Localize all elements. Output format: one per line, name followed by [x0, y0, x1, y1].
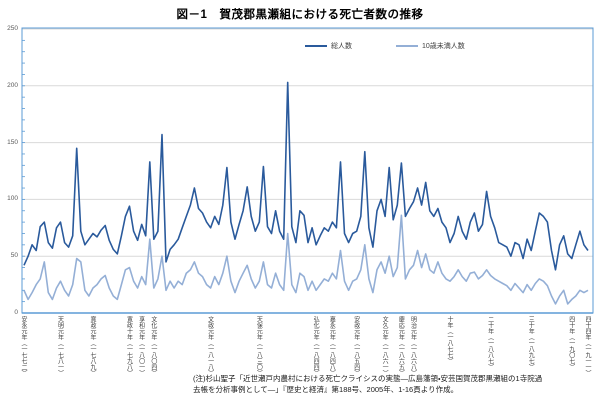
x-tick-label-1848: 嘉永元年（一八四八）	[328, 316, 335, 376]
x-tick-label-1804: 文化元年（一八〇四）	[149, 316, 156, 376]
y-tick-label-200: 200	[7, 81, 18, 89]
y-tick-label-50: 50	[10, 252, 18, 260]
source-note: (注)杉山聖子「近世瀬戸内農村における死亡クライシスの実態―広島藩領・安芸国賀茂…	[193, 373, 597, 396]
x-tick-label-1781: 天明元年（一七八一）	[56, 316, 63, 376]
x-tick-label-1854: 安政元年（一八五四）	[352, 316, 359, 376]
x-tick-label-1897: 三十年（一八九七）	[527, 316, 534, 370]
x-tick-label-1865: 慶応元年（一八六五）	[397, 316, 404, 376]
y-tick-label-150: 150	[7, 138, 18, 146]
x-tick-label-1830: 天保元年（一八三〇）	[255, 316, 262, 376]
legend-label-under10: 10歳未満人数	[422, 43, 465, 50]
series-line-0	[23, 81, 589, 271]
x-tick-label-1911: 四十四年（一九一一）	[584, 316, 590, 376]
source-note-line1: (注)杉山聖子「近世瀬戸内農村における死亡クライシスの実態―広島藩領・安芸国賀茂…	[193, 374, 543, 383]
plot-border	[21, 27, 594, 314]
source-note-line2: 去帳を分析事例として―」『歴史と経済』第188号、2005年、1-16頁より作成…	[193, 385, 459, 395]
y-tick-label-0: 0	[14, 309, 18, 316]
chart-title: 図－1 賀茂郡黒瀬組における死亡者数の推移	[176, 9, 424, 21]
x-tick-label-1887: 二十年（一八八七）	[486, 316, 493, 370]
x-tick-label-1868: 明治元年（一八六八）	[409, 316, 416, 376]
x-tick-label-1907: 四十年（一九〇七）	[567, 316, 574, 370]
x-tick-label-1772: 安永元年（一七七二）	[20, 316, 26, 376]
x-tick-label-1801: 享和元年（一八〇一）	[137, 316, 144, 376]
y-tick-label-250: 250	[7, 25, 18, 32]
legend-line-under10-icon	[396, 45, 418, 47]
x-tick-label-1798: 寛政十年（一七九八）	[125, 316, 132, 376]
x-tick-label-1789: 寛政元年（一七八九）	[88, 316, 95, 376]
x-tick-label-1861: 文久元年（一八六一）	[381, 316, 388, 376]
series-line-1	[23, 214, 589, 305]
x-tick-label-1818: 文政元年（一八一八）	[206, 316, 213, 376]
x-tick-label-1877: 十年（一八七七）	[446, 316, 453, 364]
x-tick-label-1844: 弘化元年（一八四四）	[312, 316, 319, 376]
y-tick-label-100: 100	[7, 195, 18, 203]
legend-label-total: 総人数	[331, 43, 352, 50]
legend-line-total-icon	[305, 45, 327, 47]
legend-entry-total: 総人数	[305, 41, 352, 51]
legend-entry-under10: 10歳未満人数	[396, 41, 465, 51]
